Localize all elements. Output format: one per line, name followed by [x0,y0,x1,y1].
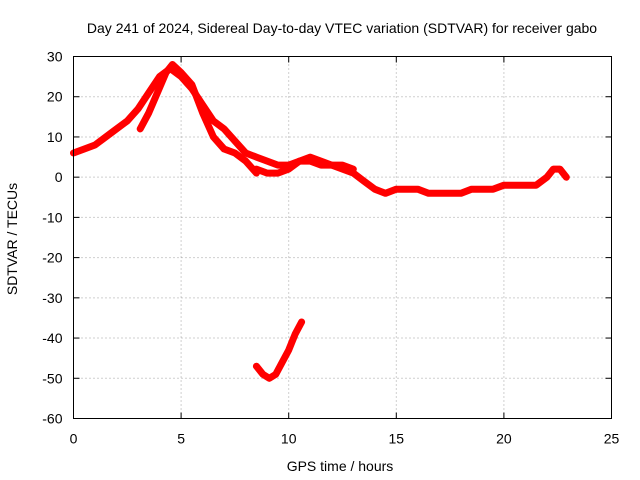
y-tick-label: 0 [55,169,63,185]
data-point [404,186,410,192]
data-point [210,134,216,140]
data-point [533,182,539,188]
data-point [163,70,169,76]
data-point [154,90,160,96]
data-point [372,186,378,192]
data-point [275,170,281,176]
series-line-negative-pass [252,318,306,382]
data-point [512,182,518,188]
y-tick-label: -20 [42,250,62,266]
data-point [458,190,464,196]
data-point [279,359,285,365]
chart-title: Day 241 of 2024, Sidereal Day-to-day VTE… [87,20,597,36]
data-point [350,166,356,172]
data-point [189,82,195,88]
data-point [563,174,569,180]
data-point [479,186,485,192]
x-tick-label: 25 [604,431,620,447]
data-point [292,331,298,337]
data-point [146,110,152,116]
y-tick-label: 20 [47,89,63,105]
data-point [490,186,496,192]
y-tick-label: -40 [42,330,62,346]
x-tick-label: 0 [70,431,78,447]
data-point [169,62,175,68]
data-point [383,190,389,196]
y-tick-label: 10 [47,129,63,145]
data-point [436,190,442,196]
data-point [266,375,272,381]
data-point [81,146,87,152]
data-point [253,363,259,369]
data-point [286,347,292,353]
y-tick-label: -10 [42,209,62,225]
data-point [361,178,367,184]
data-point [415,186,421,192]
x-tick-label: 15 [389,431,405,447]
data-point [286,166,292,172]
data-point [114,126,120,132]
data-point [92,142,98,148]
x-tick-label: 5 [177,431,185,447]
data-point [253,154,259,160]
data-point [318,158,324,164]
data-point [253,166,259,172]
x-tick-label: 10 [281,431,297,447]
data-point [221,146,227,152]
data-point [124,118,130,124]
data-point [275,162,281,168]
data-point [550,166,556,172]
grid-lines [73,56,612,419]
data-point [544,174,550,180]
tick-labels: 0 5 10 15 20 25 30 20 10 0 -10 -20 -30 -40 -50 -60 [42,49,619,447]
data-point [243,158,249,164]
data-point [264,158,270,164]
data-point [299,319,305,325]
y-tick-label: 30 [47,49,63,65]
data-series [70,61,570,382]
data-point [296,158,302,164]
data-point [501,182,507,188]
data-point [522,182,528,188]
data-point [103,134,109,140]
data-point [146,90,152,96]
y-tick-label: -60 [42,411,62,427]
y-tick-label: -50 [42,370,62,386]
data-point [137,126,143,132]
data-point [329,162,335,168]
data-point [260,371,266,377]
y-axis-label: SDTVAR / TECUs [4,183,20,295]
data-point [557,166,563,172]
data-point [447,190,453,196]
data-point [340,162,345,168]
data-point [232,138,238,144]
plot-frame [73,56,612,419]
data-point [178,70,184,76]
data-point [426,190,432,196]
data-point [264,170,270,176]
axis-ticks [73,56,612,419]
data-point [200,110,206,116]
series-line-arc-track [252,153,357,177]
data-point [210,118,216,124]
data-point [393,186,399,192]
series-line-main-track [70,65,570,197]
data-point [221,126,227,132]
x-axis-label: GPS time / hours [287,458,394,474]
x-tick-label: 20 [496,431,512,447]
y-tick-label: -30 [42,290,62,306]
data-point [243,150,249,156]
data-point [232,150,238,156]
data-point [469,186,475,192]
data-point [135,106,141,112]
data-point [273,371,279,377]
data-point [307,154,313,160]
